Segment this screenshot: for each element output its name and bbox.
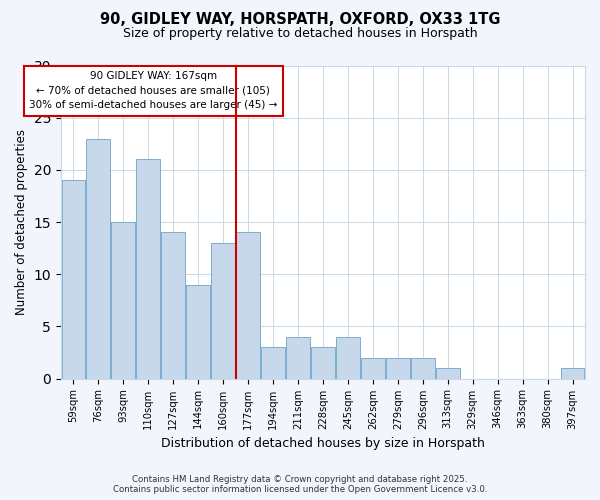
Bar [560,368,584,378]
Bar [436,368,460,378]
Bar [211,243,235,378]
Bar [386,358,410,378]
Bar [286,337,310,378]
Bar [261,348,285,378]
Bar [187,284,210,378]
Bar [112,222,135,378]
Text: 90 GIDLEY WAY: 167sqm
← 70% of detached houses are smaller (105)
30% of semi-det: 90 GIDLEY WAY: 167sqm ← 70% of detached … [29,70,277,110]
Bar [311,348,335,378]
Y-axis label: Number of detached properties: Number of detached properties [15,129,28,315]
Text: Size of property relative to detached houses in Horspath: Size of property relative to detached ho… [122,28,478,40]
Bar [161,232,185,378]
Bar [411,358,434,378]
Bar [336,337,360,378]
X-axis label: Distribution of detached houses by size in Horspath: Distribution of detached houses by size … [161,437,485,450]
Bar [136,160,160,378]
Bar [236,232,260,378]
Bar [361,358,385,378]
Text: Contains HM Land Registry data © Crown copyright and database right 2025.
Contai: Contains HM Land Registry data © Crown c… [113,474,487,494]
Text: 90, GIDLEY WAY, HORSPATH, OXFORD, OX33 1TG: 90, GIDLEY WAY, HORSPATH, OXFORD, OX33 1… [100,12,500,28]
Bar [62,180,85,378]
Bar [86,138,110,378]
